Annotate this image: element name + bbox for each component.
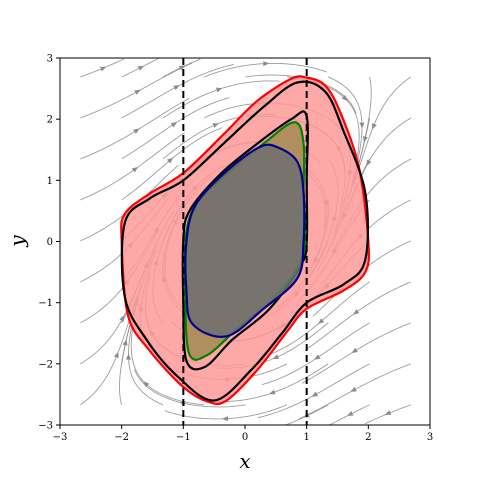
x-tick-label: 1 (303, 432, 309, 443)
streamline-arrow (311, 391, 319, 397)
streamline-arrow (166, 157, 174, 164)
streamline-arrow (113, 351, 119, 359)
streamline-arrow (178, 65, 186, 71)
streamline-arrow (99, 66, 107, 72)
streamline-arrow (372, 123, 377, 130)
streamline-arrow (134, 89, 141, 95)
streamline-arrow (222, 416, 229, 422)
region-layer (120, 75, 370, 406)
y-tick-label: −3 (38, 421, 53, 432)
y-tick-label: −2 (38, 359, 53, 370)
y-axis: 3 2 1 0 −1 −2 −3 (38, 54, 60, 432)
x-tick-label: −2 (114, 432, 129, 443)
streamline (80, 98, 190, 160)
y-tick-label: 3 (47, 54, 53, 65)
streamline-arrow (359, 122, 365, 129)
streamline-arrow (263, 61, 270, 67)
streamline-arrow (215, 87, 223, 93)
y-tick-label: 0 (47, 237, 53, 248)
streamline-arrow (362, 136, 368, 143)
streamline-arrow (125, 353, 131, 360)
streamline-arrow (131, 166, 139, 173)
streamline-arrow (318, 318, 325, 325)
x-tick-label: 2 (365, 432, 371, 443)
streamline-arrow (170, 121, 178, 128)
streamline-arrow (268, 389, 276, 395)
streamline (301, 322, 412, 384)
streamline-arrow (347, 411, 354, 417)
streamline-arrow (173, 85, 180, 91)
x-axis: −3 −2 −1 0 1 2 3 (53, 425, 433, 443)
x-tick-label: 0 (242, 432, 248, 443)
x-tick-label: −3 (53, 432, 68, 443)
streamline-arrow (366, 159, 372, 167)
streamline-arrow (314, 354, 321, 360)
streamline-arrow (341, 95, 348, 102)
streamline-arrow (143, 381, 150, 388)
streamline-arrow (137, 65, 145, 71)
streamline-arrow (352, 309, 360, 315)
x-tick-label: 3 (427, 432, 433, 443)
streamline-arrow (384, 410, 392, 415)
x-tick-label: −1 (176, 432, 191, 443)
streamline-arrow (351, 347, 358, 354)
streamline-arrow (133, 128, 140, 134)
streamline-arrow (272, 354, 280, 359)
y-tick-label: −1 (38, 298, 53, 309)
streamline-arrow (350, 386, 357, 392)
x-axis-label: x (239, 449, 250, 473)
y-tick-label: 1 (47, 176, 53, 187)
boundary-lines (182, 58, 308, 425)
region-4 (184, 143, 306, 338)
y-tick-label: 2 (47, 115, 53, 126)
streamline-arrow (212, 123, 219, 128)
y-axis-label: y (5, 235, 29, 248)
